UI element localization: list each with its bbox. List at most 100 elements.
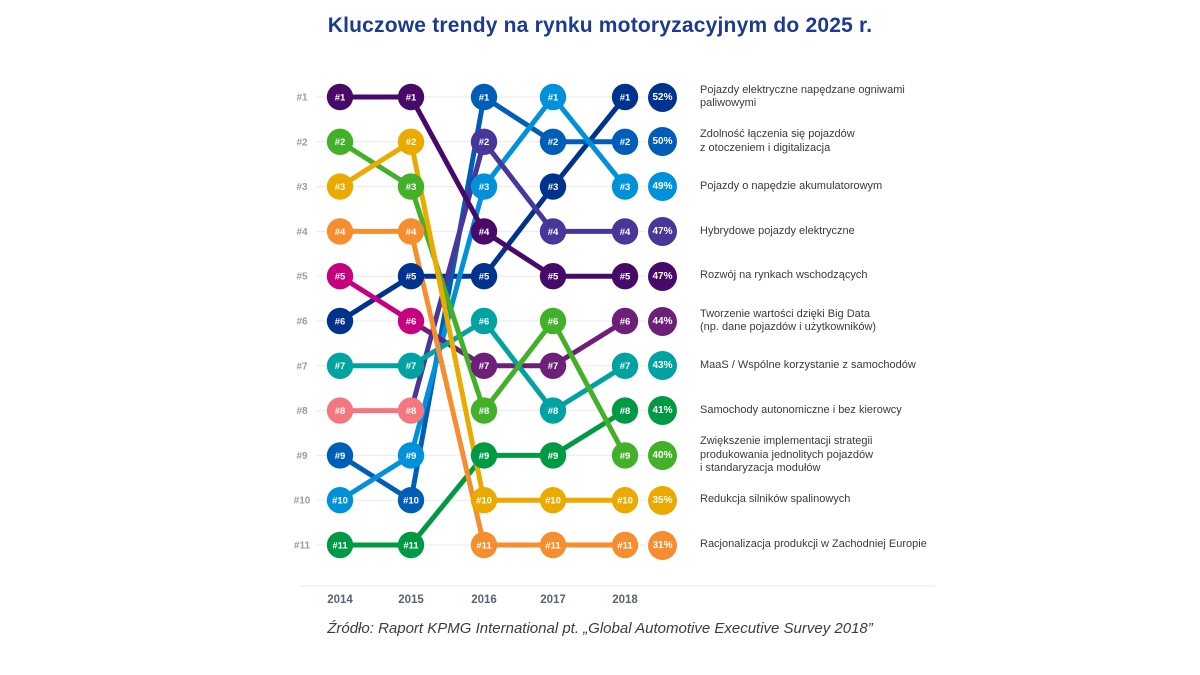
- rank-node: [397, 352, 425, 379]
- rank-node-label: #5: [406, 272, 417, 283]
- rank-node: [326, 263, 354, 290]
- trend-line: [337, 139, 414, 190]
- rank-node-label: #7: [335, 361, 346, 372]
- rank-node-label: #5: [479, 272, 490, 283]
- rank-node: [611, 352, 639, 379]
- rank-node: [397, 173, 425, 200]
- rank-node-label: #5: [620, 272, 631, 283]
- rank-node-label: #9: [620, 451, 631, 462]
- rank-axis-label: #7: [296, 361, 308, 372]
- rank-axis-label: #2: [296, 137, 308, 148]
- rank-node: [470, 173, 498, 200]
- rank-node: [611, 128, 639, 155]
- rank-node-label: #11: [617, 540, 633, 551]
- rank-node-label: #1: [620, 92, 631, 103]
- rank-axis-label: #10: [294, 496, 311, 507]
- rank-node: [539, 218, 567, 245]
- rank-axis-label: #3: [296, 182, 308, 193]
- rank-axis-label: #4: [296, 227, 308, 238]
- rank-axis-label: #9: [296, 451, 308, 462]
- rank-node-label: #2: [479, 137, 490, 148]
- year-axis-label: 2015: [398, 594, 424, 606]
- rank-node-label: #6: [335, 316, 346, 327]
- rank-node-label: #8: [548, 406, 559, 417]
- rank-node: [470, 128, 498, 155]
- rank-node: [397, 307, 425, 335]
- rank-node-label: #10: [332, 496, 348, 507]
- trend-line: [408, 228, 487, 548]
- rank-node-label: #2: [620, 137, 631, 148]
- trend-line: [481, 139, 556, 234]
- rank-axis-label: #6: [296, 317, 308, 328]
- rank-node: [470, 307, 498, 335]
- rank-node-label: #1: [479, 92, 490, 103]
- rank-node-label: #3: [620, 182, 631, 193]
- rank-node: [470, 442, 498, 469]
- rank-node-label: #9: [548, 451, 559, 462]
- rank-node-label: #6: [548, 316, 559, 327]
- rank-node: [470, 83, 498, 111]
- trend-line: [550, 408, 628, 458]
- rank-node-label: #11: [545, 540, 561, 551]
- source-note: Źródło: Raport KPMG International pt. „G…: [327, 620, 873, 637]
- rank-node-label: #7: [406, 361, 417, 372]
- rank-node-label: #1: [406, 92, 417, 103]
- rank-node-label: #7: [548, 361, 559, 372]
- rank-node: [539, 442, 567, 469]
- rank-node-label: #5: [335, 272, 346, 283]
- rank-node: [326, 352, 354, 379]
- rank-node: [611, 218, 639, 245]
- rank-node: [611, 263, 639, 290]
- rank-node-label: #11: [476, 540, 492, 551]
- rank-node-label: #1: [335, 92, 346, 103]
- rank-node-label: #4: [620, 227, 631, 238]
- rank-node: [326, 83, 354, 111]
- rank-node: [397, 128, 425, 155]
- rank-node: [470, 263, 498, 290]
- rank-node-label: #1: [548, 92, 559, 103]
- rank-node-label: #3: [335, 182, 346, 193]
- rank-node-label: #3: [479, 182, 490, 193]
- rank-node-label: #2: [548, 137, 559, 148]
- rank-node-label: #8: [620, 406, 631, 417]
- trend-line: [550, 318, 628, 369]
- rank-node: [611, 442, 639, 469]
- rank-node: [611, 397, 639, 424]
- trend-line: [550, 94, 628, 190]
- rank-node-label: #6: [406, 316, 417, 327]
- rank-node-label: #4: [479, 227, 490, 238]
- trend-line: [408, 452, 487, 548]
- rank-node: [539, 128, 567, 155]
- rank-node: [611, 531, 639, 559]
- rank-node: [397, 218, 425, 245]
- rank-node-label: #2: [335, 137, 346, 148]
- rank-node: [611, 173, 639, 200]
- rank-axis-label: #1: [296, 93, 308, 104]
- rank-node: [470, 487, 498, 514]
- rank-axis-label: #8: [296, 406, 308, 417]
- rank-node-label: #10: [617, 496, 633, 507]
- trend-line: [337, 273, 414, 324]
- rank-node-label: #6: [479, 316, 490, 327]
- year-axis-label: 2016: [471, 594, 497, 606]
- rank-node-label: #2: [406, 137, 417, 148]
- rank-node-label: #9: [335, 451, 346, 462]
- rank-node-label: #8: [335, 406, 346, 417]
- year-axis-label: 2017: [540, 594, 566, 606]
- rank-node-label: #3: [406, 182, 417, 193]
- rank-node-label: #4: [335, 227, 346, 238]
- trend-line: [481, 318, 556, 414]
- rank-node: [326, 397, 354, 424]
- rank-node-label: #9: [479, 451, 490, 462]
- rank-node-label: #10: [476, 496, 492, 507]
- rank-node: [611, 307, 639, 335]
- year-axis-label: 2018: [612, 594, 638, 606]
- trend-line: [481, 94, 556, 145]
- rank-node: [326, 173, 354, 200]
- rank-node: [611, 487, 639, 514]
- rank-node: [539, 263, 567, 290]
- rank-node: [539, 487, 567, 514]
- rank-node: [470, 218, 498, 245]
- rank-node: [470, 397, 498, 424]
- rank-axis-label: #5: [296, 272, 308, 283]
